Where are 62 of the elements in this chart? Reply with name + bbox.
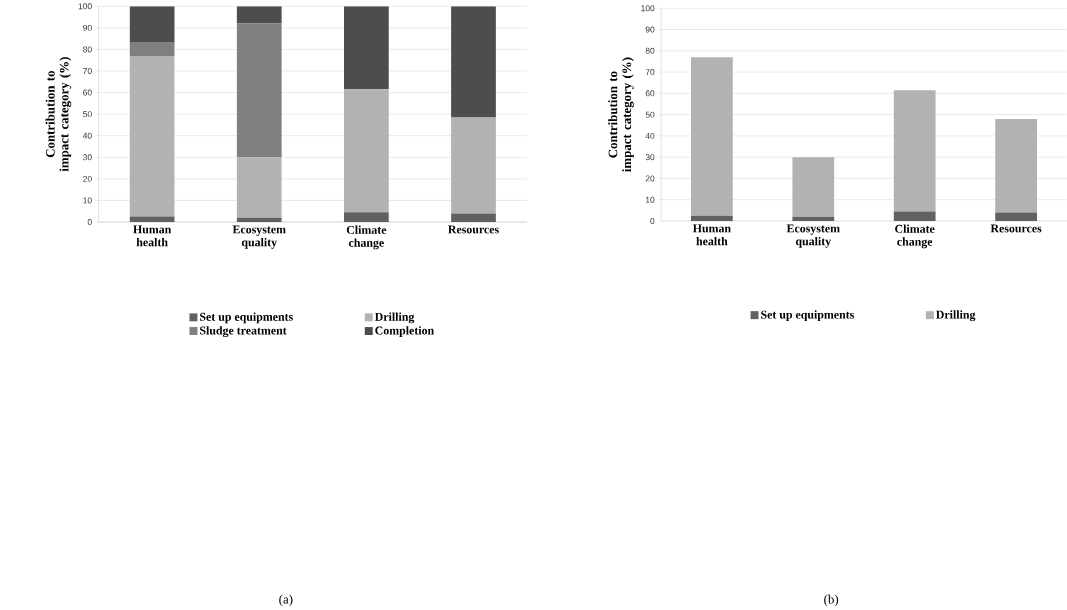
y-tick-label: 100: [641, 5, 655, 12]
bar: [236, 217, 282, 222]
text: (b): [824, 594, 839, 607]
y-axis-title: Contribution to impact category (%): [45, 56, 72, 172]
y-tick-label: 80: [83, 46, 92, 53]
y-tick-label: 70: [645, 68, 655, 75]
bar: [451, 6, 496, 118]
bar: [344, 89, 389, 213]
bar: [236, 6, 282, 24]
y-tick-label: 50: [83, 111, 92, 117]
bar: [236, 157, 282, 218]
y-tick-label: 60: [645, 90, 655, 97]
legend-label: Set up equipments: [761, 310, 854, 321]
bar: [344, 6, 389, 90]
x-tick-label: Human health: [692, 224, 731, 246]
x-tick-label: Ecosystem quality: [786, 224, 840, 248]
y-tick-label: 10: [83, 197, 92, 204]
bar: [893, 211, 936, 221]
bar: [893, 89, 936, 212]
legend-label: Drilling: [374, 312, 415, 324]
x-tick-label: Ecosystem quality: [232, 225, 286, 249]
y-tick-label: 90: [83, 24, 92, 31]
x-tick-label: Resources: [448, 225, 499, 234]
bar: [792, 216, 835, 221]
bar: [236, 23, 282, 158]
y-tick-label: 20: [83, 175, 92, 182]
legend-label: Completion: [375, 325, 434, 337]
text: (a): [279, 594, 293, 607]
bar: [995, 118, 1037, 213]
legend-label: Set up equipments: [200, 312, 293, 324]
bar: [129, 41, 175, 56]
y-tick-label: 50: [645, 111, 655, 118]
y-tick-label: 0: [650, 217, 655, 224]
y-tick-label: 10: [645, 196, 655, 203]
x-tick-label: Climate change: [895, 224, 935, 249]
bar: [129, 6, 175, 42]
y-tick-label: 90: [645, 26, 655, 33]
y-tick-label: 60: [83, 89, 92, 96]
y-tick-label: 30: [645, 154, 655, 160]
y-tick-label: 100: [78, 3, 92, 10]
y-tick-label: 0: [87, 218, 92, 225]
bar: [691, 215, 733, 221]
bar: [792, 157, 835, 217]
bar: [451, 117, 496, 214]
bar: [344, 212, 389, 222]
legend-label: Drilling: [936, 310, 976, 321]
bar: [995, 212, 1037, 221]
bar: [129, 55, 175, 217]
y-tick-label: 20: [645, 175, 655, 182]
y-tick-label: 40: [645, 132, 655, 139]
x-tick-label: Climate change: [346, 225, 387, 250]
y-axis-title: Contribution to impact category (%): [608, 57, 634, 172]
bar: [451, 213, 496, 222]
bar: [691, 57, 733, 216]
legend-label: Sludge treatment: [200, 325, 287, 337]
x-tick-label: Human health: [133, 225, 172, 247]
x-tick-label: Resources: [990, 224, 1042, 233]
bar: [129, 216, 175, 222]
y-tick-label: 40: [82, 132, 92, 139]
y-tick-label: 80: [645, 47, 655, 54]
y-tick-label: 30: [83, 154, 92, 161]
y-tick-label: 70: [83, 67, 92, 74]
